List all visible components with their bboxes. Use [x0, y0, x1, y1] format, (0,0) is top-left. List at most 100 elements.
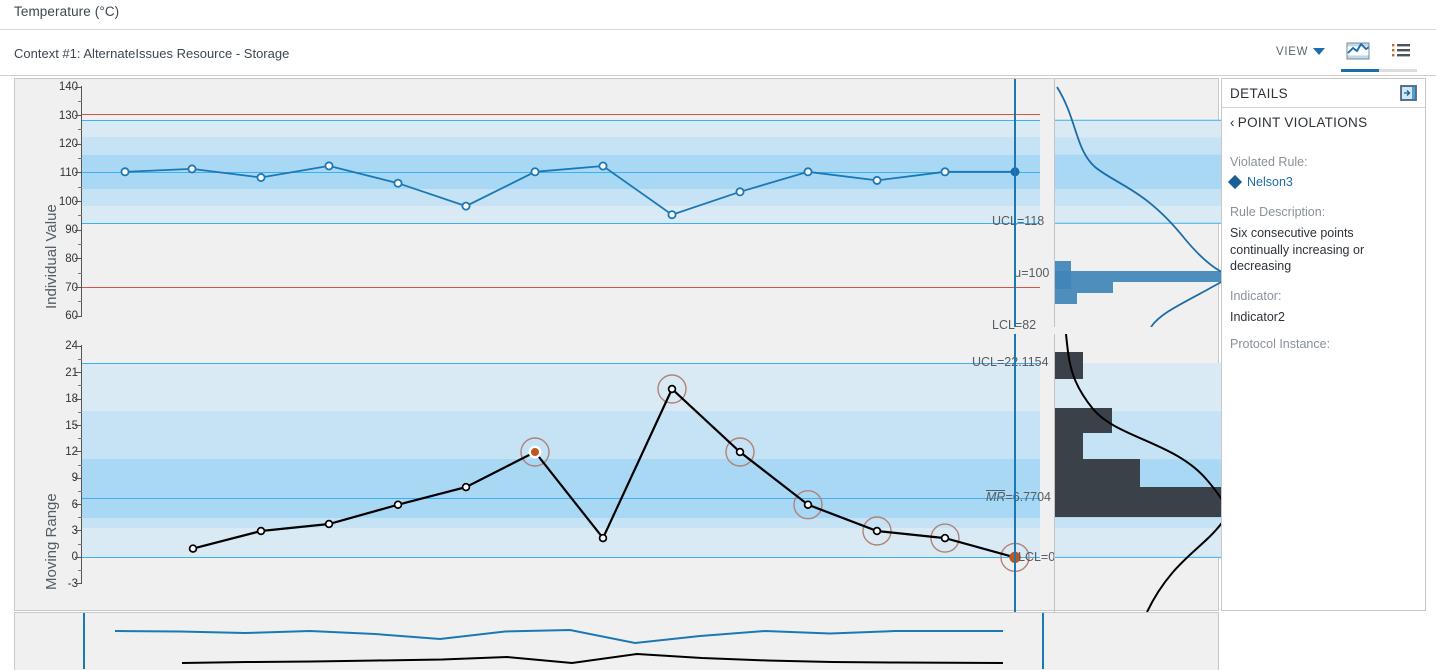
moving-range-chart[interactable]: Moving Range 24 21 18 15 12 9 6 3 0 -3 — [15, 334, 1233, 612]
mr-y-minor-tick — [78, 517, 82, 519]
hist-bar — [1055, 282, 1113, 293]
navigator-moving-range-line — [181, 652, 1004, 665]
y-tick-label: 140 — [58, 81, 78, 93]
mr-cursor-line[interactable] — [1014, 334, 1016, 612]
y-tick — [75, 201, 82, 203]
mr-y-tick — [75, 425, 82, 426]
mr-y-minor-tick — [78, 543, 82, 545]
mr-y-tick — [75, 504, 82, 506]
y-minor-tick — [78, 244, 82, 245]
mr-histogram-divider — [1054, 334, 1055, 612]
view-dropdown-label[interactable]: VIEW — [1276, 46, 1309, 58]
expand-panel-icon[interactable] — [1400, 85, 1417, 101]
mr-y-tick-label: 0 — [48, 551, 78, 563]
mr-y-tick — [75, 477, 82, 479]
hist-bar — [1055, 487, 1233, 517]
y-minor-tick — [78, 158, 82, 160]
hist-bar — [1055, 271, 1233, 282]
violation-ring — [725, 437, 755, 467]
active-tab-indicator — [1341, 69, 1379, 72]
mr-y-tick-label: 15 — [65, 419, 78, 432]
mr-y-minor-tick — [78, 570, 82, 571]
mr-y-tick-label: -3 — [67, 577, 78, 590]
y-tick — [75, 143, 82, 145]
y-minor-tick — [78, 272, 82, 274]
individuals-histogram — [1055, 86, 1233, 327]
hist-bar — [1055, 408, 1112, 433]
context-label: Context #1: AlternateIssues Resource - S… — [14, 46, 290, 61]
y-tick-label: 80 — [65, 252, 78, 265]
upper-spec-limit-line — [82, 114, 1040, 116]
control-chart-view-tab[interactable] — [1345, 40, 1373, 64]
violated-rule-label: Violated Rule: — [1230, 155, 1308, 169]
hist-bar — [1055, 459, 1140, 487]
cursor-line[interactable] — [1014, 79, 1016, 327]
diamond-icon — [1227, 174, 1243, 190]
individuals-line — [124, 164, 1015, 216]
violation-ring — [520, 437, 550, 467]
y-minor-tick — [78, 129, 82, 131]
point-violations-back-link[interactable]: ‹ POINT VIOLATIONS — [1230, 115, 1367, 130]
mr-y-tick-label: 9 — [48, 472, 78, 484]
point-violations-label: POINT VIOLATIONS — [1237, 115, 1368, 130]
y-tick-label: 60 — [65, 310, 78, 323]
details-header: DETAILS — [1222, 79, 1425, 108]
list-view-icon — [1392, 44, 1410, 57]
mr-y-minor-tick — [78, 490, 82, 492]
violated-rule-value[interactable]: Nelson3 — [1227, 174, 1293, 190]
mr-y-tick-label: 12 — [65, 445, 78, 458]
y-tick-label: 120 — [58, 138, 78, 151]
y-minor-tick — [78, 301, 82, 303]
indicator-label: Indicator: — [1230, 289, 1282, 303]
chevron-left-icon: ‹ — [1230, 115, 1235, 130]
y-tick — [75, 287, 82, 288]
histogram-divider — [1054, 79, 1055, 327]
y-tick-label: 90 — [65, 224, 78, 237]
individuals-chart[interactable]: Individual Value 140 130 120 110 100 90 … — [15, 79, 1233, 332]
y-minor-tick — [78, 186, 82, 188]
mr-lcl-label: LCL=0 — [1018, 550, 1056, 564]
lower-control-limit-line — [82, 223, 1040, 225]
navigator-panel[interactable] — [14, 612, 1219, 670]
violation-highlight-group — [520, 374, 1030, 573]
mr-y-tick-label: 6 — [48, 499, 78, 511]
moving-range-histogram — [1055, 334, 1233, 612]
navigator-right-handle[interactable] — [1042, 613, 1044, 669]
mr-y-tick — [75, 583, 82, 585]
inactive-tab-indicator — [1379, 69, 1417, 72]
mr-center-line — [82, 497, 1040, 499]
mr-upper-control-limit-line — [82, 362, 1040, 364]
control-chart-panel[interactable]: Individual Value 140 130 120 110 100 90 … — [14, 78, 1233, 612]
mr-y-tick-label: 24 — [65, 340, 78, 353]
y-tick — [75, 86, 82, 88]
mr-y-tick — [75, 398, 82, 400]
mr-y-tick-label: 18 — [65, 393, 78, 406]
y-tick-label: 110 — [59, 166, 78, 179]
ucl-label: UCL=118 — [992, 214, 1045, 228]
mr-y-tick-label: 3 — [48, 525, 78, 537]
individuals-series — [120, 161, 1020, 220]
y-minor-tick — [78, 215, 82, 217]
hist-bar — [1055, 293, 1077, 304]
chevron-down-icon[interactable] — [1313, 48, 1325, 55]
violation-ring — [793, 489, 823, 520]
mr-y-tick-label: 21 — [65, 366, 78, 379]
indicator-value: Indicator2 — [1230, 310, 1285, 324]
mr-lower-control-limit-line — [82, 557, 1040, 559]
upper-control-limit-line — [82, 120, 1040, 122]
mr-y-minor-tick — [78, 359, 82, 361]
y-tick — [75, 229, 82, 231]
mr-y-minor-tick — [78, 464, 82, 466]
mr-y-tick — [75, 345, 82, 347]
moving-range-line — [192, 387, 1016, 559]
normal-curve — [1056, 86, 1232, 327]
rule-description-value: Six consecutive points continually incre… — [1230, 226, 1365, 273]
mr-y-minor-tick — [78, 411, 82, 413]
mean-label: μ=100 — [1014, 266, 1050, 280]
rule-name: Nelson3 — [1247, 175, 1293, 189]
mr-ucl-label: UCL=22.1154 — [972, 355, 1049, 369]
list-view-tab[interactable] — [1388, 40, 1416, 64]
navigator-left-handle[interactable] — [83, 613, 85, 669]
center-line — [82, 171, 1040, 173]
flagged-point — [528, 445, 542, 459]
